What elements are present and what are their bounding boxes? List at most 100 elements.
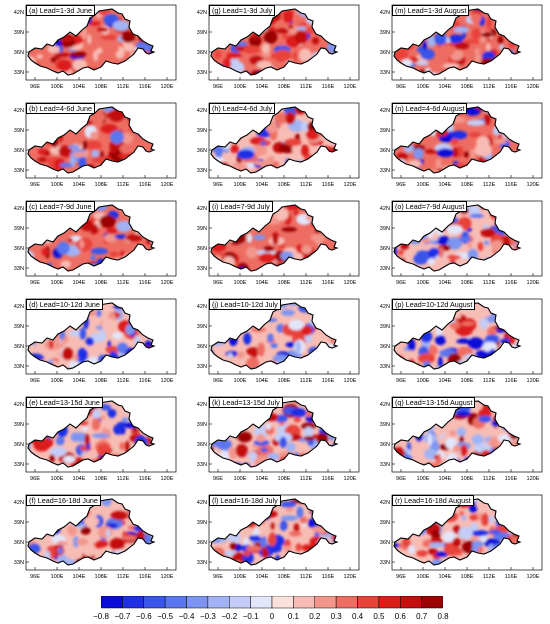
x-tick-label: 108E bbox=[277, 280, 290, 286]
colorbar-label: 0.1 bbox=[287, 612, 299, 621]
colorbar-swatch bbox=[271, 596, 294, 609]
y-tick-label: 33N bbox=[14, 364, 24, 370]
x-tick-label: 116E bbox=[505, 84, 518, 90]
map-panel: 96E 100E 104E 108E 112E 116E 120E 42N 39N 36N 33N (… bbox=[0, 196, 183, 294]
y-tick-label: 42N bbox=[197, 10, 207, 16]
map-panel: 96E 100E 104E 108E 112E 116E 120E 42N 39N 36N 33N (… bbox=[366, 294, 549, 392]
x-tick-label: 104E bbox=[438, 280, 451, 286]
y-tick-label: 42N bbox=[14, 206, 24, 212]
y-tick-label: 42N bbox=[197, 500, 207, 506]
colorbar-label: −0.5 bbox=[157, 612, 174, 621]
panel-label: (n) Lead=4-6d August bbox=[392, 103, 468, 114]
y-tick-label: 36N bbox=[14, 540, 24, 546]
x-tick-label: 108E bbox=[277, 574, 290, 580]
basin-outline bbox=[393, 106, 522, 174]
panel-label: (q) Lead=13-15d August bbox=[392, 397, 476, 408]
x-tick-label: 100E bbox=[416, 476, 429, 482]
basin-outline bbox=[210, 204, 339, 272]
x-tick-label: 116E bbox=[139, 280, 152, 286]
x-tick-label: 96E bbox=[30, 476, 40, 482]
x-tick-label: 120E bbox=[526, 476, 539, 482]
map-svg: 96E 100E 104E 108E 112E 116E 120E 42N 39N 36N 33N bbox=[197, 298, 360, 384]
x-tick-label: 108E bbox=[94, 476, 107, 482]
y-tick-label: 42N bbox=[380, 10, 390, 16]
map-panel: 96E 100E 104E 108E 112E 116E 120E 42N 39N 36N 33N (… bbox=[0, 0, 183, 98]
x-tick-label: 104E bbox=[255, 574, 268, 580]
colorbar-swatch bbox=[164, 596, 187, 609]
x-tick-label: 108E bbox=[277, 182, 290, 188]
panel-label: (j) Lead=10-12d July bbox=[209, 299, 281, 310]
x-tick-label: 108E bbox=[460, 378, 473, 384]
x-tick-label: 120E bbox=[160, 182, 173, 188]
x-tick-label: 96E bbox=[396, 84, 406, 90]
map-svg: 96E 100E 104E 108E 112E 116E 120E 42N 39N 36N 33N bbox=[14, 396, 177, 482]
x-tick-label: 112E bbox=[300, 182, 313, 188]
y-tick-label: 39N bbox=[197, 30, 207, 36]
basin-outline bbox=[210, 8, 339, 76]
x-tick-label: 100E bbox=[416, 84, 429, 90]
y-tick-label: 36N bbox=[197, 442, 207, 448]
map-svg: 96E 100E 104E 108E 112E 116E 120E 42N 39N 36N 33N bbox=[197, 4, 360, 90]
x-tick-label: 112E bbox=[483, 574, 496, 580]
y-tick-label: 42N bbox=[14, 10, 24, 16]
x-tick-label: 100E bbox=[233, 84, 246, 90]
map-panel: 96E 100E 104E 108E 112E 116E 120E 42N 39N 36N 33N (… bbox=[366, 98, 549, 196]
x-tick-label: 120E bbox=[160, 574, 173, 580]
map-panel: 96E 100E 104E 108E 112E 116E 120E 42N 39N 36N 33N (… bbox=[0, 294, 183, 392]
map-svg: 96E 100E 104E 108E 112E 116E 120E 42N 39N 36N 33N bbox=[380, 200, 543, 286]
x-tick-label: 116E bbox=[322, 574, 335, 580]
x-tick-label: 96E bbox=[396, 476, 406, 482]
panel-label: (d) Lead=10-12d June bbox=[26, 299, 103, 310]
panel-label: (b) Lead=4-6d June bbox=[26, 103, 95, 114]
x-tick-label: 96E bbox=[30, 574, 40, 580]
y-tick-label: 42N bbox=[197, 108, 207, 114]
colorbar-label: −0.6 bbox=[135, 612, 152, 621]
x-tick-label: 116E bbox=[139, 378, 152, 384]
map-svg: 96E 100E 104E 108E 112E 116E 120E 42N 39N 36N 33N bbox=[380, 102, 543, 188]
x-tick-label: 108E bbox=[460, 280, 473, 286]
x-tick-label: 96E bbox=[30, 280, 40, 286]
panel-label: (h) Lead=4-6d July bbox=[209, 103, 276, 114]
x-tick-label: 100E bbox=[416, 280, 429, 286]
colorbar-swatch bbox=[229, 596, 251, 609]
y-tick-label: 36N bbox=[380, 540, 390, 546]
y-tick-label: 39N bbox=[197, 128, 207, 134]
map-panel: 96E 100E 104E 108E 112E 116E 120E 42N 39N 36N 33N (… bbox=[0, 392, 183, 490]
basin-outline bbox=[27, 204, 156, 272]
x-tick-label: 120E bbox=[526, 84, 539, 90]
x-tick-label: 100E bbox=[50, 476, 63, 482]
y-tick-label: 33N bbox=[197, 70, 207, 76]
x-tick-label: 112E bbox=[117, 378, 130, 384]
x-tick-label: 116E bbox=[139, 182, 152, 188]
x-tick-label: 120E bbox=[343, 476, 356, 482]
basin-outline bbox=[393, 400, 522, 468]
x-tick-label: 104E bbox=[438, 84, 451, 90]
x-tick-label: 104E bbox=[72, 574, 85, 580]
x-tick-label: 116E bbox=[505, 280, 518, 286]
x-tick-label: 104E bbox=[255, 84, 268, 90]
basin-outline bbox=[27, 400, 156, 468]
x-tick-label: 120E bbox=[343, 280, 356, 286]
x-tick-label: 104E bbox=[72, 476, 85, 482]
map-panel: 96E 100E 104E 108E 112E 116E 120E 42N 39N 36N 33N (… bbox=[366, 490, 549, 588]
basin-outline bbox=[393, 204, 522, 272]
x-tick-label: 108E bbox=[94, 182, 107, 188]
colorbar-swatch bbox=[186, 596, 209, 609]
y-tick-label: 33N bbox=[380, 168, 390, 174]
x-tick-label: 120E bbox=[343, 182, 356, 188]
y-tick-label: 33N bbox=[380, 70, 390, 76]
x-tick-label: 108E bbox=[94, 280, 107, 286]
y-tick-label: 42N bbox=[14, 500, 24, 506]
x-tick-label: 100E bbox=[50, 280, 63, 286]
x-tick-label: 116E bbox=[505, 476, 518, 482]
colorbar-swatch bbox=[314, 596, 337, 609]
colorbar-swatch bbox=[378, 596, 401, 609]
basin-outline bbox=[210, 302, 339, 370]
x-tick-label: 104E bbox=[255, 182, 268, 188]
panel-label: (p) Lead=10-12d August bbox=[392, 299, 476, 310]
x-tick-label: 116E bbox=[322, 378, 335, 384]
map-panel: 96E 100E 104E 108E 112E 116E 120E 42N 39N 36N 33N (… bbox=[366, 0, 549, 98]
y-tick-label: 36N bbox=[197, 540, 207, 546]
map-svg: 96E 100E 104E 108E 112E 116E 120E 42N 39N 36N 33N bbox=[14, 298, 177, 384]
colorbar-swatch bbox=[400, 596, 422, 609]
